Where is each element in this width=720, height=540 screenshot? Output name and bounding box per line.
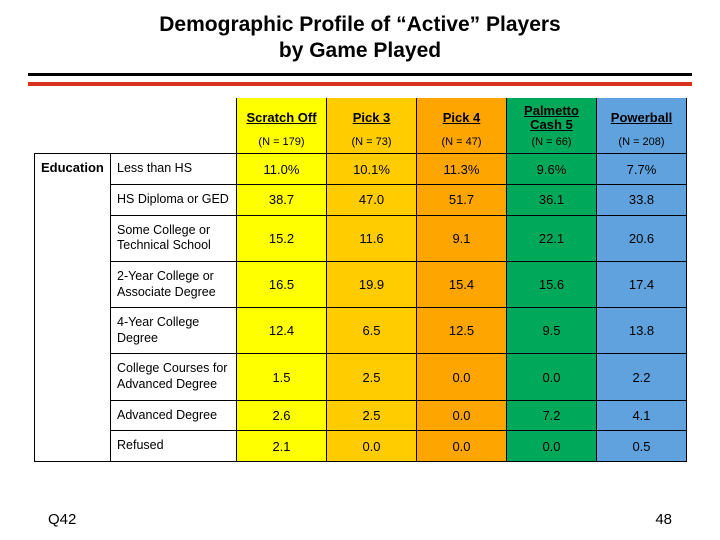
cell-value: 9.1 xyxy=(417,215,507,261)
cell-value: 47.0 xyxy=(327,185,417,216)
divider-rules xyxy=(28,73,692,86)
category-label-continuation xyxy=(35,308,111,354)
table-header-row: Scratch Off Pick 3 Pick 4 Palmetto Cash … xyxy=(35,98,687,136)
col-n: (N = 73) xyxy=(327,135,417,154)
col-n: (N = 47) xyxy=(417,135,507,154)
page-title: Demographic Profile of “Active” Players … xyxy=(0,0,720,73)
data-table: Scratch Off Pick 3 Pick 4 Palmetto Cash … xyxy=(34,98,687,462)
cell-value: 0.0 xyxy=(417,354,507,400)
col-header: Scratch Off xyxy=(237,98,327,136)
table-row: HS Diploma or GED38.747.051.736.133.8 xyxy=(35,185,687,216)
cell-value: 9.5 xyxy=(507,308,597,354)
cell-value: 12.5 xyxy=(417,308,507,354)
rule-black xyxy=(28,73,692,76)
cell-value: 4.1 xyxy=(597,400,687,431)
cell-value: 7.7% xyxy=(597,154,687,185)
cell-value: 33.8 xyxy=(597,185,687,216)
row-label: Advanced Degree xyxy=(111,400,237,431)
row-label: College Courses for Advanced Degree xyxy=(111,354,237,400)
table-body: EducationLess than HS11.0%10.1%11.3%9.6%… xyxy=(35,154,687,462)
cell-value: 51.7 xyxy=(417,185,507,216)
title-line-1: Demographic Profile of “Active” Players xyxy=(159,13,560,36)
cell-value: 12.4 xyxy=(237,308,327,354)
cell-value: 19.9 xyxy=(327,261,417,307)
footer-question-ref: Q42 xyxy=(48,511,76,528)
table-row: 2-Year College or Associate Degree16.519… xyxy=(35,261,687,307)
cell-value: 16.5 xyxy=(237,261,327,307)
category-label-continuation xyxy=(35,431,111,462)
category-label-continuation xyxy=(35,354,111,400)
cell-value: 0.0 xyxy=(327,431,417,462)
cell-value: 2.5 xyxy=(327,400,417,431)
col-header: Pick 3 xyxy=(327,98,417,136)
cell-value: 0.0 xyxy=(507,354,597,400)
cell-value: 15.4 xyxy=(417,261,507,307)
category-label-continuation xyxy=(35,215,111,261)
cell-value: 15.2 xyxy=(237,215,327,261)
cell-value: 15.6 xyxy=(507,261,597,307)
cell-value: 0.0 xyxy=(417,431,507,462)
col-header: Palmetto Cash 5 xyxy=(507,98,597,136)
cell-value: 17.4 xyxy=(597,261,687,307)
table-row: Refused2.10.00.00.00.5 xyxy=(35,431,687,462)
col-header: Pick 4 xyxy=(417,98,507,136)
cell-value: 2.1 xyxy=(237,431,327,462)
table-row: Some College or Technical School15.211.6… xyxy=(35,215,687,261)
cell-value: 11.3% xyxy=(417,154,507,185)
col-n: (N = 179) xyxy=(237,135,327,154)
row-label: Some College or Technical School xyxy=(111,215,237,261)
col-header: Powerball xyxy=(597,98,687,136)
category-label-continuation xyxy=(35,185,111,216)
col-n: (N = 208) xyxy=(597,135,687,154)
header-empty xyxy=(35,98,237,154)
footer-page-number: 48 xyxy=(655,511,672,528)
row-label: 2-Year College or Associate Degree xyxy=(111,261,237,307)
cell-value: 0.5 xyxy=(597,431,687,462)
cell-value: 0.0 xyxy=(507,431,597,462)
cell-value: 0.0 xyxy=(417,400,507,431)
cell-value: 38.7 xyxy=(237,185,327,216)
cell-value: 9.6% xyxy=(507,154,597,185)
data-table-wrap: Scratch Off Pick 3 Pick 4 Palmetto Cash … xyxy=(34,98,686,462)
title-line-2: by Game Played xyxy=(279,39,441,62)
cell-value: 11.6 xyxy=(327,215,417,261)
col-n: (N = 66) xyxy=(507,135,597,154)
category-label-continuation xyxy=(35,400,111,431)
cell-value: 7.2 xyxy=(507,400,597,431)
cell-value: 36.1 xyxy=(507,185,597,216)
cell-value: 2.2 xyxy=(597,354,687,400)
cell-value: 2.6 xyxy=(237,400,327,431)
table-row: 4-Year College Degree12.46.512.59.513.8 xyxy=(35,308,687,354)
cell-value: 1.5 xyxy=(237,354,327,400)
row-label: Less than HS xyxy=(111,154,237,185)
cell-value: 2.5 xyxy=(327,354,417,400)
cell-value: 6.5 xyxy=(327,308,417,354)
cell-value: 11.0% xyxy=(237,154,327,185)
category-label-continuation xyxy=(35,261,111,307)
table-row: Advanced Degree2.62.50.07.24.1 xyxy=(35,400,687,431)
category-label: Education xyxy=(35,154,111,185)
row-label: HS Diploma or GED xyxy=(111,185,237,216)
cell-value: 13.8 xyxy=(597,308,687,354)
row-label: 4-Year College Degree xyxy=(111,308,237,354)
cell-value: 20.6 xyxy=(597,215,687,261)
table-row: EducationLess than HS11.0%10.1%11.3%9.6%… xyxy=(35,154,687,185)
row-label: Refused xyxy=(111,431,237,462)
rule-red xyxy=(28,82,692,86)
cell-value: 10.1% xyxy=(327,154,417,185)
table-row: College Courses for Advanced Degree1.52.… xyxy=(35,354,687,400)
footer: Q42 48 xyxy=(0,511,720,528)
cell-value: 22.1 xyxy=(507,215,597,261)
